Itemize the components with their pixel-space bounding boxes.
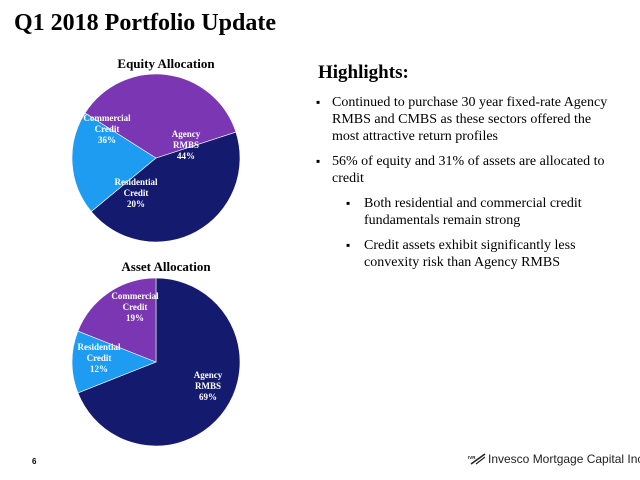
highlight-text: Both residential and commercial credit f… <box>364 196 582 228</box>
highlight-subitem: ▪ Credit assets exhibit significantly le… <box>316 237 616 271</box>
page-title: Q1 2018 Portfolio Update <box>14 10 276 36</box>
bullet-icon: ▪ <box>346 196 351 210</box>
highlights-list: ▪ Continued to purchase 30 year fixed-ra… <box>316 94 616 279</box>
pie-slice-label: Agency RMBS 69% <box>194 370 223 402</box>
pie-slice-agency <box>90 131 241 243</box>
pie-slice-residential <box>71 330 157 394</box>
pie-slice-commercial <box>84 73 237 159</box>
bullet-icon: ▪ <box>346 238 351 252</box>
logo-mark-text: IVR <box>468 455 476 460</box>
highlights-heading: Highlights: <box>318 62 409 83</box>
asset-allocation-pie-chart: Agency RMBS 69% Residential Credit 12% Commerc… <box>71 277 241 447</box>
pie-slice-label: Agency RMBS 44% <box>172 129 201 161</box>
page-number: 6 <box>32 457 37 466</box>
pie-slice-label: Residential Credit 12% <box>77 342 121 374</box>
ivr-logo-icon: IVR <box>468 453 486 465</box>
pie-slice-label: Residential Credit 20% <box>114 177 158 209</box>
company-logo: IVR Invesco Mortgage Capital Inc. <box>468 452 640 466</box>
bullet-icon: ▪ <box>316 95 321 109</box>
pie-slice-agency <box>77 277 241 447</box>
highlight-item: ▪ Continued to purchase 30 year fixed-ra… <box>316 94 616 145</box>
pie-slice-label: Commercial Credit 19% <box>111 291 159 323</box>
highlight-subitem: ▪ Both residential and commercial credit… <box>316 195 616 229</box>
pie-slice-commercial <box>77 277 157 363</box>
bullet-icon: ▪ <box>316 154 321 168</box>
pie-slice-label: Commercial Credit 36% <box>83 113 131 145</box>
pie-slice-residential <box>71 112 157 212</box>
highlight-text: Credit assets exhibit significantly less… <box>364 238 576 270</box>
equity-chart-title: Equity Allocation <box>117 56 215 71</box>
highlight-text: 56% of equity and 31% of assets are allo… <box>332 154 605 186</box>
highlight-text: Continued to purchase 30 year fixed-rate… <box>332 95 608 144</box>
highlight-item: ▪ 56% of equity and 31% of assets are al… <box>316 153 616 187</box>
asset-chart-title: Asset Allocation <box>121 259 211 274</box>
logo-text: Invesco Mortgage Capital Inc. <box>488 452 640 466</box>
equity-allocation-pie-chart: Agency RMBS 44% Residential Credit 20% Commerc… <box>71 73 241 243</box>
